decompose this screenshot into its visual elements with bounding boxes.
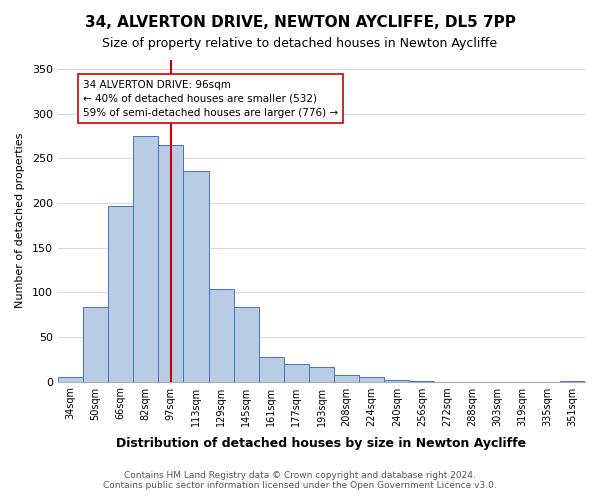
Bar (259, 356, 284, 382)
Bar (133, 136, 158, 382)
Bar (409, 380, 434, 382)
Bar (359, 377, 384, 382)
Bar (108, 206, 133, 382)
Text: 34, ALVERTON DRIVE, NEWTON AYCLIFFE, DL5 7PP: 34, ALVERTON DRIVE, NEWTON AYCLIFFE, DL5… (85, 15, 515, 30)
Bar (233, 306, 259, 382)
Text: 34 ALVERTON DRIVE: 96sqm
← 40% of detached houses are smaller (532)
59% of semi-: 34 ALVERTON DRIVE: 96sqm ← 40% of detach… (83, 80, 338, 118)
Text: Contains HM Land Registry data © Crown copyright and database right 2024.
Contai: Contains HM Land Registry data © Crown c… (103, 470, 497, 490)
Bar (384, 380, 409, 382)
Bar (184, 170, 209, 382)
X-axis label: Distribution of detached houses by size in Newton Aycliffe: Distribution of detached houses by size … (116, 437, 527, 450)
Bar (83, 306, 108, 382)
Y-axis label: Number of detached properties: Number of detached properties (15, 133, 25, 308)
Bar (284, 364, 309, 382)
Bar (560, 380, 585, 382)
Bar (309, 367, 334, 382)
Bar (334, 376, 359, 382)
Bar (209, 288, 233, 382)
Bar (158, 145, 184, 382)
Text: Size of property relative to detached houses in Newton Aycliffe: Size of property relative to detached ho… (103, 38, 497, 51)
Bar (58, 377, 83, 382)
